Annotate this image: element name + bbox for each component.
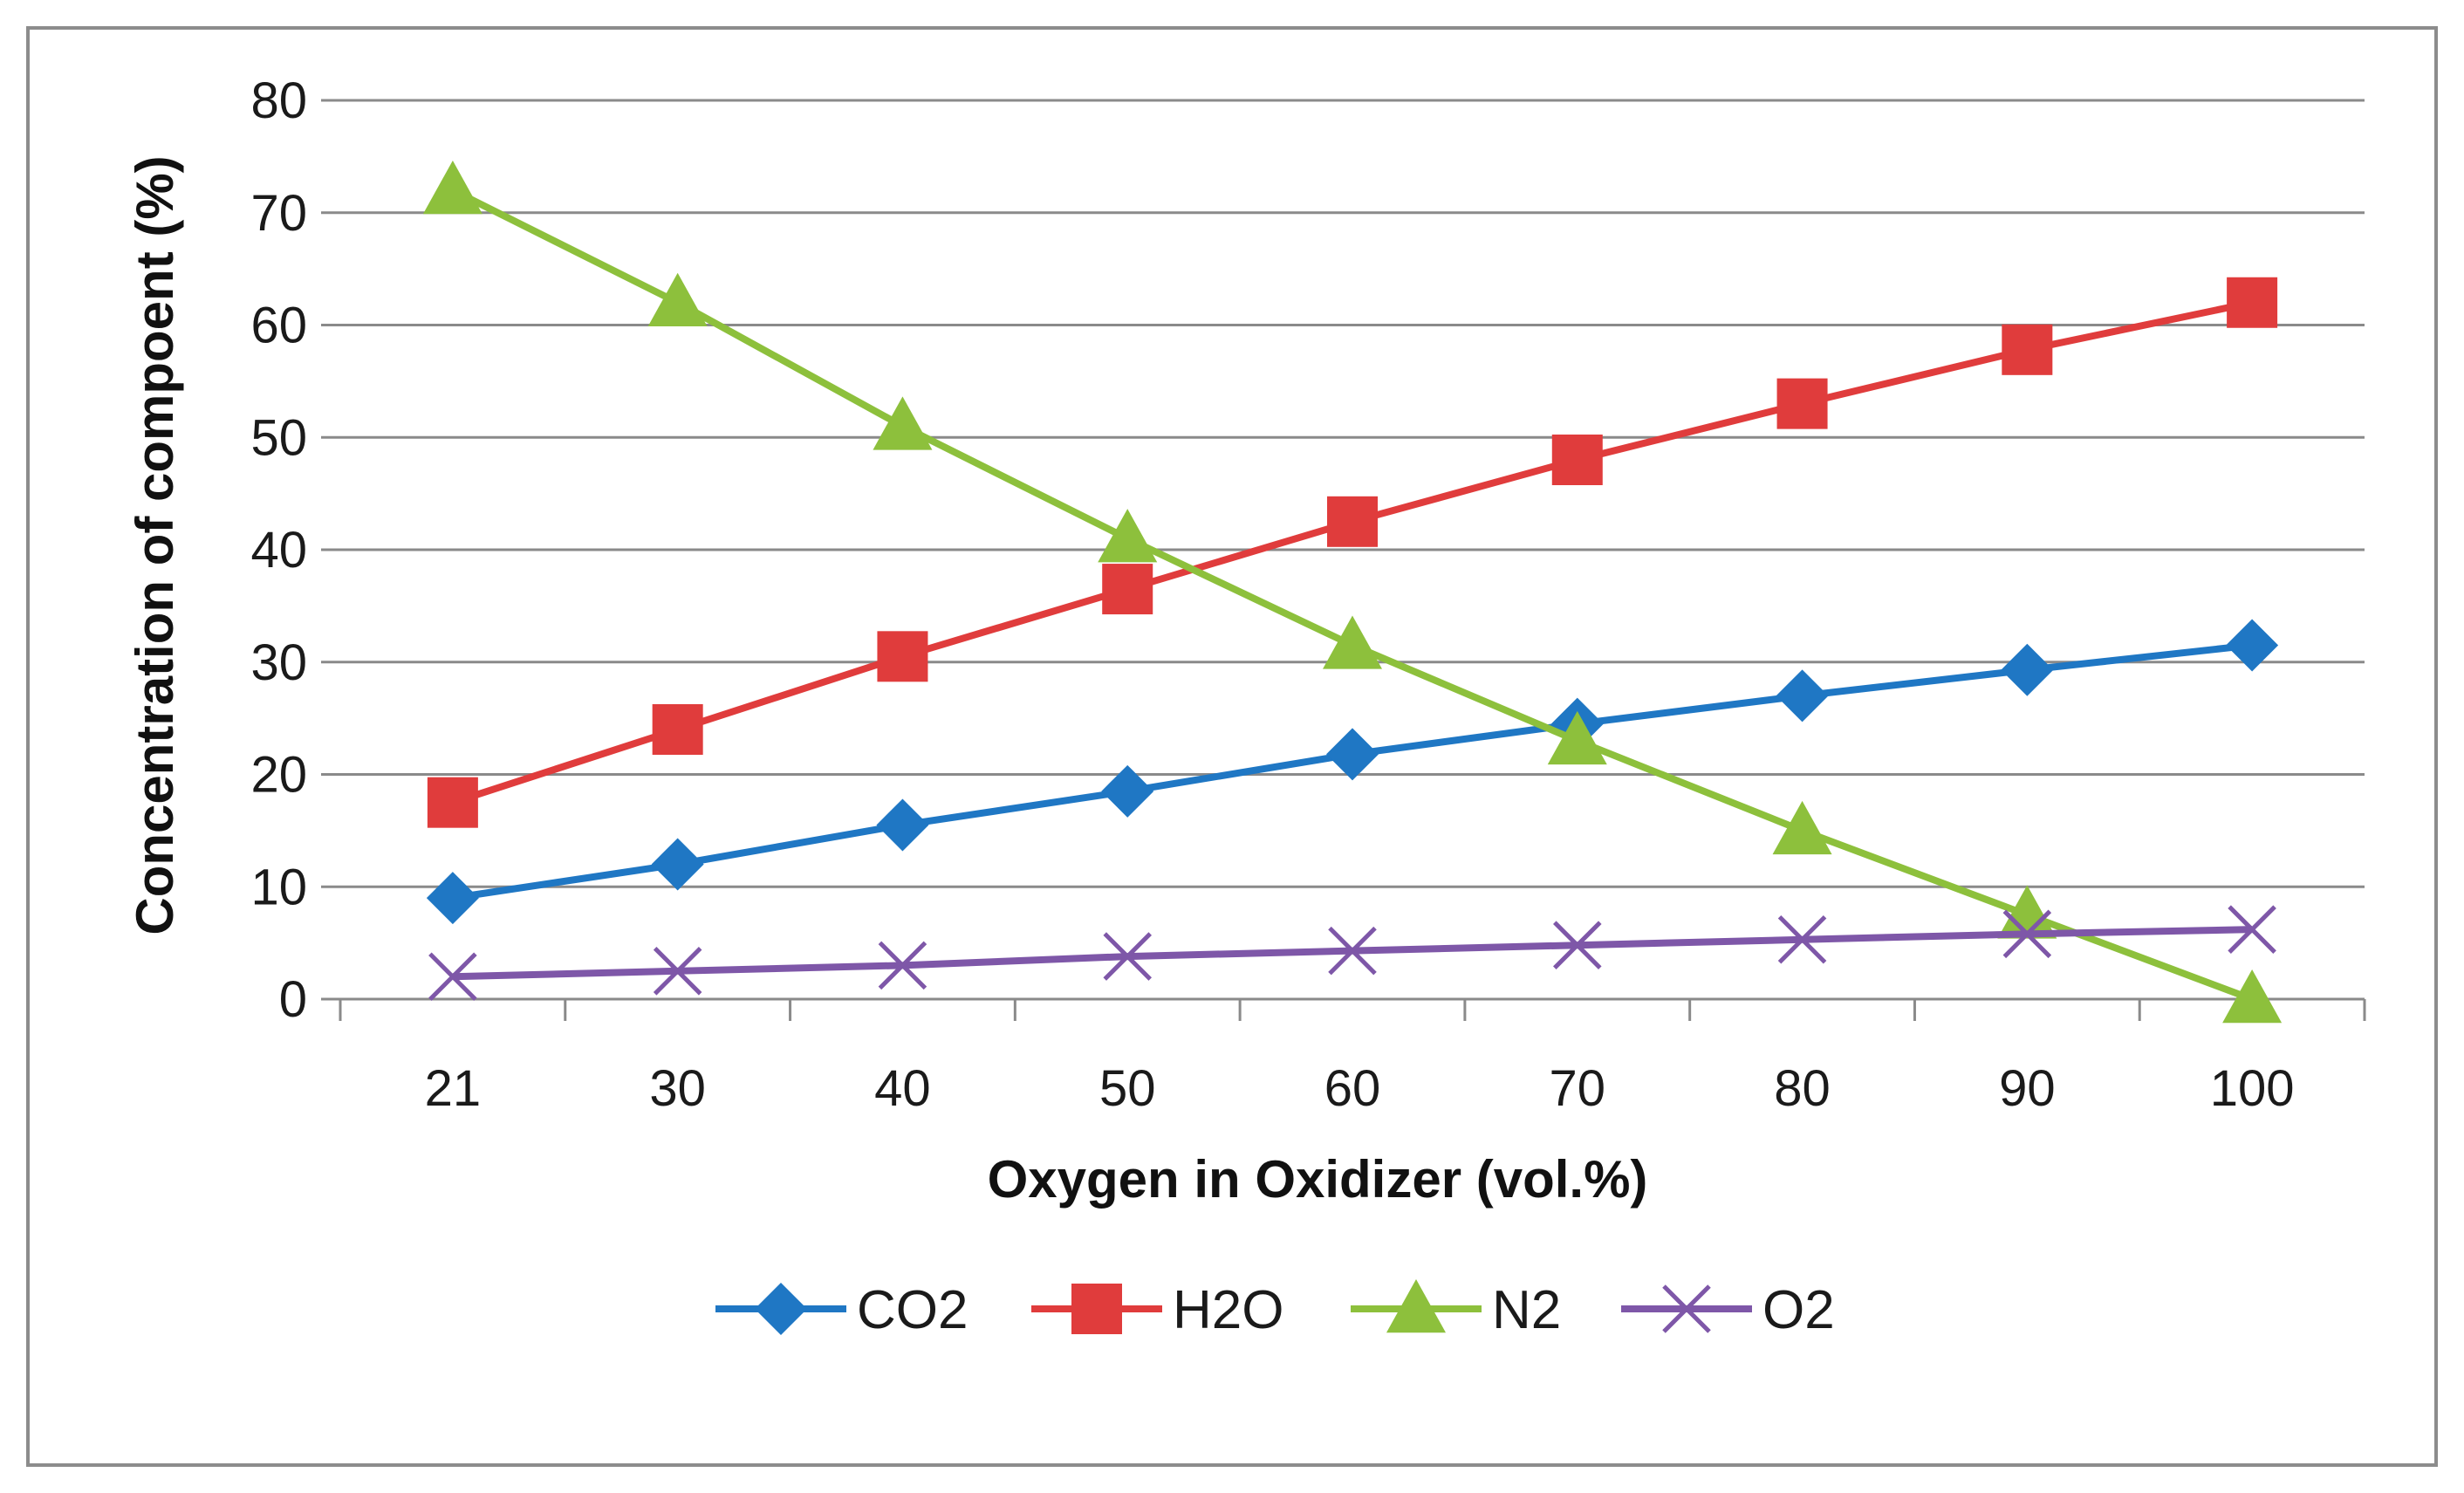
data-point-o2 [1103,932,1152,981]
data-point-h2o [1327,496,1378,547]
data-point-n2 [647,272,708,326]
x-tick-label: 90 [1999,1060,2056,1117]
y-tick-label: 40 [250,522,307,579]
legend-item-co2: CO2 [715,1280,968,1340]
data-point-co2 [426,872,479,925]
x-tick-label: 80 [1774,1060,1831,1117]
series-line-h2o [451,298,2253,806]
y-tick-label: 80 [250,72,307,129]
data-point-o2 [878,941,927,990]
legend-label-n2: N2 [1492,1280,1561,1340]
data-point-n2 [1547,710,1607,765]
series-h2o [427,277,2278,828]
x-tick-labels: 21 30 40 50 60 70 80 90 100 [425,1060,2295,1117]
x-tick-label: 60 [1324,1060,1381,1117]
legend-marker-h2o [1071,1284,1122,1334]
data-point-n2 [1772,800,1832,855]
series-co2 [426,619,2279,925]
chart-frame [26,26,2438,1467]
y-tick-label: 10 [250,859,307,915]
y-tick-label: 30 [250,634,307,691]
y-tick-label: 0 [279,971,307,1028]
data-point-co2 [2226,619,2279,672]
data-point-o2 [1553,921,1602,969]
series-line-n2 [451,187,2254,1003]
x-tick-label: 100 [2210,1060,2295,1117]
data-point-n2 [2222,969,2283,1024]
data-point-n2 [873,396,933,450]
legend-marker-n2 [1386,1279,1446,1333]
data-point-n2 [1098,509,1158,563]
data-point-h2o [2227,277,2278,328]
legend-item-h2o: H2O [1031,1280,1283,1340]
data-point-co2 [1326,728,1379,781]
data-point-o2 [653,947,702,996]
legend-label-co2: CO2 [857,1280,968,1340]
x-tick-label: 21 [425,1060,482,1117]
data-point-o2 [428,952,477,1002]
data-point-co2 [2001,643,2054,696]
data-point-o2 [1777,914,1827,964]
data-point-h2o [2002,324,2053,375]
legend-item-n2: N2 [1351,1279,1561,1340]
data-point-h2o [652,704,703,755]
series-o2 [428,905,2276,1002]
data-point-co2 [651,838,704,891]
x-tick-label: 30 [649,1060,706,1117]
x-axis-title: Oxygen in Oxidizer (vol.%) [988,1150,1648,1209]
data-point-h2o [1102,564,1153,615]
y-tick-label: 50 [250,409,307,466]
axes [321,99,2366,1021]
data-point-co2 [1776,669,1829,723]
y-tick-label: 20 [250,747,307,804]
data-point-co2 [1101,764,1154,818]
series-n2 [422,161,2283,1024]
data-point-o2 [2228,905,2276,954]
data-point-n2 [1323,615,1382,669]
y-tick-labels: 0 10 20 30 40 50 60 70 80 [250,72,307,1028]
data-point-h2o [1776,378,1828,429]
data-point-n2 [1997,885,2057,939]
y-tick-label: 60 [250,298,307,354]
legend-marker-o2 [1662,1284,1711,1333]
series-lines [422,161,2283,1024]
y-axis-title: Concentration of compoent (%) [126,155,184,935]
legend-item-o2: O2 [1621,1280,1835,1340]
data-point-co2 [876,798,929,852]
data-point-o2 [1328,926,1377,976]
legend-marker-co2 [755,1283,807,1335]
data-point-h2o [877,631,928,682]
data-point-h2o [427,777,478,828]
data-point-h2o [1551,435,1603,485]
legend: CO2 H2O N2 O2 [715,1279,1835,1340]
x-tick-label: 70 [1550,1060,1606,1117]
x-tick-label: 50 [1099,1060,1156,1117]
x-tick-label: 40 [874,1060,931,1117]
legend-label-o2: O2 [1762,1280,1835,1340]
data-point-n2 [422,161,483,215]
legend-label-h2o: H2O [1173,1280,1283,1340]
y-tick-label: 70 [250,185,307,242]
data-point-o2 [2002,909,2052,959]
